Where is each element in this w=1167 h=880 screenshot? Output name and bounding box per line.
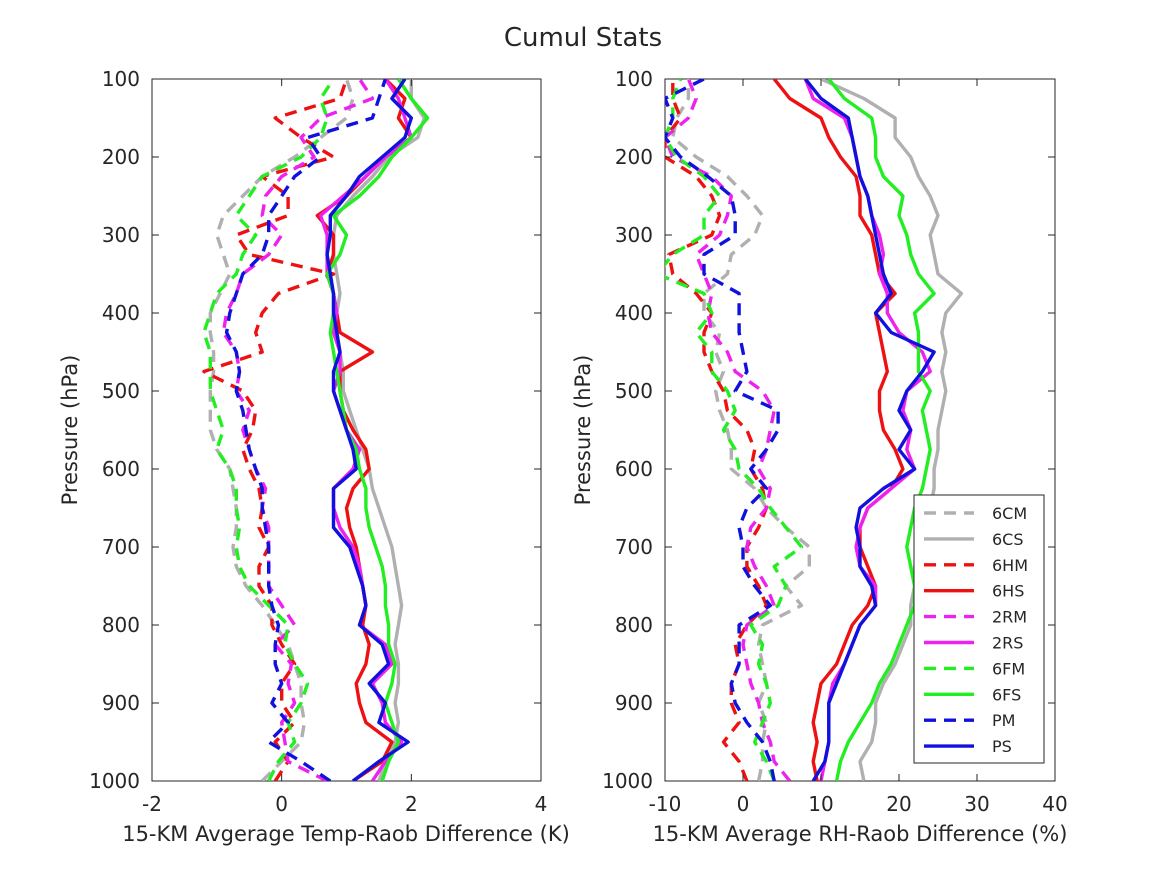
y-tick-label: 800 (615, 613, 653, 637)
y-tick-label: 600 (615, 457, 653, 481)
x-axis-label: 15-KM Average RH-Raob Difference (%) (653, 822, 1068, 846)
y-tick-label: 100 (102, 67, 140, 91)
legend-label-2rm: 2RM (992, 608, 1027, 627)
series-line-ps (325, 79, 413, 781)
series-line-ps (804, 79, 936, 781)
y-tick-label: 700 (615, 535, 653, 559)
series-line-6cs (820, 79, 964, 781)
x-tick-label: -10 (649, 792, 682, 816)
y-tick-label: 900 (102, 691, 140, 715)
legend-label-6hm: 6HM (992, 556, 1028, 575)
y-tick-label: 400 (615, 301, 653, 325)
series-line-6fm (202, 79, 335, 781)
series-line-6cs (331, 79, 426, 781)
y-tick-label: 1000 (602, 769, 653, 793)
series-line-6fs (827, 79, 936, 781)
x-tick-label: 30 (964, 792, 989, 816)
legend-label-pm: PM (992, 711, 1015, 730)
legend-label-2rs: 2RS (992, 634, 1023, 653)
x-axis-label: 15-KM Avgerage Temp-Raob Difference (K) (122, 822, 570, 846)
legend-label-6hs: 6HS (992, 582, 1024, 601)
series-line-pm (665, 79, 780, 781)
y-tick-label: 900 (615, 691, 653, 715)
y-tick-label: 200 (102, 145, 140, 169)
series-group (202, 79, 430, 781)
y-tick-label: 500 (615, 379, 653, 403)
y-tick-label: 700 (102, 535, 140, 559)
series-line-6hm (665, 79, 769, 781)
y-axis-label: Pressure (hPa) (58, 355, 82, 506)
x-tick-label: 4 (535, 792, 548, 816)
y-tick-label: 300 (615, 223, 653, 247)
y-tick-label: 500 (102, 379, 140, 403)
series-line-6hm (202, 79, 349, 781)
y-tick-label: 400 (102, 301, 140, 325)
y-tick-label: 200 (615, 145, 653, 169)
x-tick-label: 0 (737, 792, 750, 816)
legend-label-ps: PS (992, 737, 1012, 756)
legend-label-6cm: 6CM (992, 504, 1027, 523)
y-axis-label: Pressure (hPa) (571, 355, 595, 506)
legend: 6CM 6CS 6HM 6HS 2RM 2RS 6FM 6FS PM PS (913, 494, 1045, 764)
legend-label-6cs: 6CS (992, 530, 1024, 549)
y-tick-label: 800 (102, 613, 140, 637)
x-tick-label: 10 (808, 792, 833, 816)
chart-title: Cumul Stats (504, 23, 662, 53)
series-group (665, 79, 964, 781)
legend-label-6fs: 6FS (992, 685, 1021, 704)
series-line-6cm (671, 79, 811, 781)
plot-2: 100 200 300 400 500 600 700 800 900 1000-10 0 10 20 3… (571, 67, 1068, 846)
series-line-6fm (665, 79, 804, 781)
series-line-pm (224, 79, 388, 781)
x-tick-label: 20 (886, 792, 911, 816)
series-line-2rm (665, 79, 792, 781)
legend-label-6fm: 6FM (992, 659, 1025, 678)
series-line-2rm (221, 79, 375, 781)
x-tick-label: -2 (142, 792, 162, 816)
y-tick-label: 600 (102, 457, 140, 481)
series-line-6hs (772, 79, 905, 781)
legend-box (913, 494, 1045, 764)
y-tick-label: 100 (615, 67, 653, 91)
y-tick-label: 300 (102, 223, 140, 247)
x-tick-label: 40 (1042, 792, 1067, 816)
plot-1: 100 200 300 400 500 600 700 800 900 1000-2 0 2 4 15-K… (58, 67, 570, 846)
y-tick-label: 1000 (89, 769, 140, 793)
x-tick-label: 0 (275, 792, 288, 816)
series-line-6cm (208, 79, 355, 781)
x-tick-label: 2 (405, 792, 418, 816)
